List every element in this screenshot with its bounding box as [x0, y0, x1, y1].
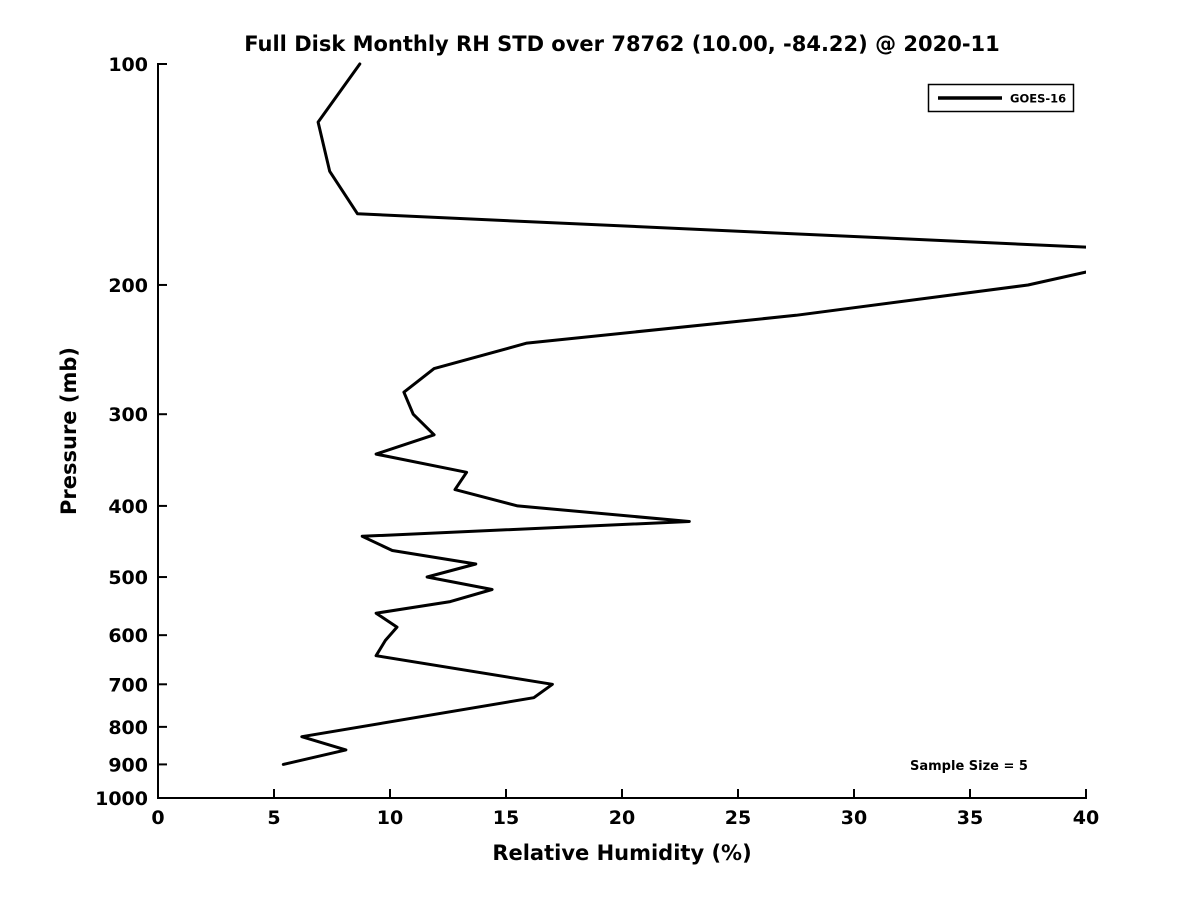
y-axis-label: Pressure (mb) — [57, 347, 81, 515]
plot-area — [281, 62, 1086, 766]
chart-title: Full Disk Monthly RH STD over 78762 (10.… — [244, 32, 1000, 56]
axes: 0 5 10 15 20 25 30 35 40 100 200 300 400 500 600 700 800… — [95, 54, 1099, 829]
x-tick-label: 30 — [841, 807, 867, 829]
x-tick-label: 40 — [1073, 807, 1099, 829]
legend-label: GOES-16 — [1010, 92, 1066, 106]
x-tick-label: 20 — [609, 807, 635, 829]
data-line-goes16 — [281, 62, 1086, 766]
y-tick-label: 700 — [108, 674, 148, 696]
y-tick-label: 100 — [108, 54, 148, 76]
x-tick-label: 15 — [493, 807, 519, 829]
y-tick-label: 900 — [108, 754, 148, 776]
x-tick-label: 10 — [377, 807, 403, 829]
sample-size-annotation: Sample Size = 5 — [910, 759, 1028, 774]
y-tick-label: 800 — [108, 717, 148, 739]
y-tick-label: 400 — [108, 496, 148, 518]
x-tick-label: 35 — [957, 807, 983, 829]
y-tick-label: 200 — [108, 275, 148, 297]
y-tick-label: 1000 — [95, 788, 148, 810]
legend: GOES-16 — [927, 83, 1075, 113]
x-tick-label: 5 — [267, 807, 280, 829]
y-tick-label: 600 — [108, 625, 148, 647]
x-tick-label: 0 — [151, 807, 164, 829]
x-axis-label: Relative Humidity (%) — [492, 841, 751, 865]
y-tick-label: 300 — [108, 404, 148, 426]
y-tick-label: 500 — [108, 567, 148, 589]
x-tick-label: 25 — [725, 807, 751, 829]
